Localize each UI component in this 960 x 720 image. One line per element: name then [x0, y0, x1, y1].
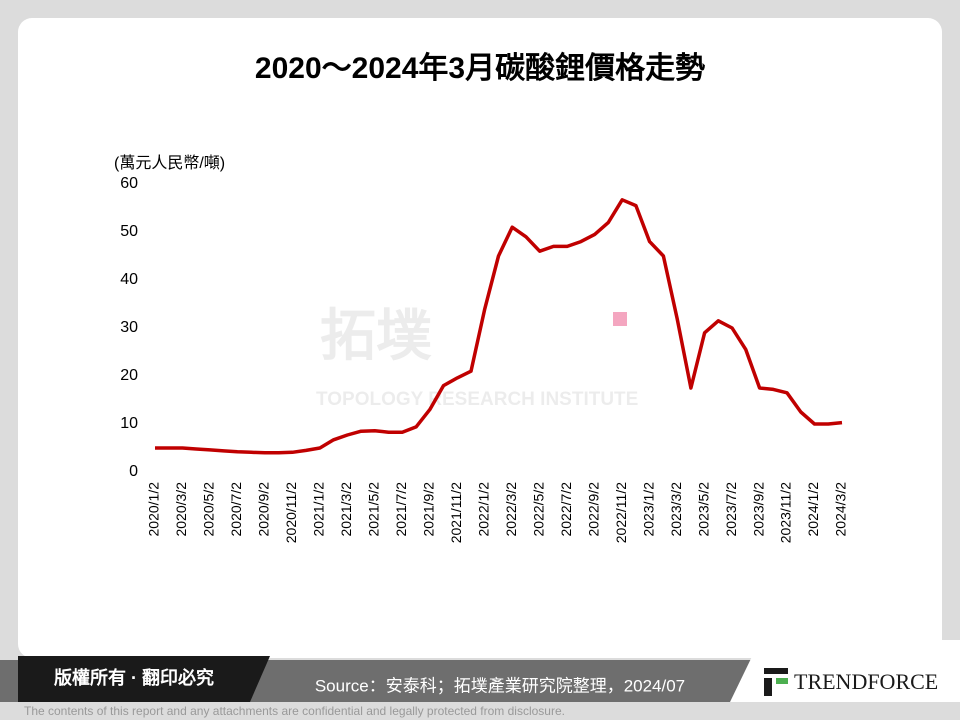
- x-tick-label: 2023/5/2: [695, 482, 711, 537]
- logo-stem: [764, 678, 772, 696]
- y-tick-label: 20: [120, 367, 138, 384]
- x-tick-label: 2020/9/2: [256, 482, 272, 537]
- x-tick-label: 2024/3/2: [833, 482, 849, 537]
- chart-title: 2020～2024年3月碳酸鋰價格走勢: [255, 52, 705, 85]
- disclaimer: The contents of this report and any atta…: [24, 704, 565, 718]
- x-tick-label: 2023/9/2: [750, 482, 766, 537]
- x-tick-label: 2023/3/2: [668, 482, 684, 537]
- x-tick-label: 2020/5/2: [201, 482, 217, 537]
- x-tick-label: 2022/7/2: [558, 482, 574, 537]
- x-tick-label: 2022/9/2: [585, 482, 601, 537]
- y-tick-label: 60: [120, 175, 138, 192]
- copyright-block: [18, 656, 270, 702]
- x-tick-label: 2023/1/2: [640, 482, 656, 537]
- watermark-dot: [613, 312, 627, 326]
- y-axis-label: (萬元人民幣/噸): [114, 154, 225, 172]
- logo-green: [776, 678, 788, 684]
- x-tick-label: 2021/3/2: [338, 482, 354, 537]
- source: Source：安泰科；拓墣產業研究院整理，2024/07: [315, 676, 685, 695]
- watermark-name: 拓墣: [320, 304, 432, 367]
- plot: 0 10 20 30 40 50 60 2020/1/2 2020/3/2 2020/5/2 202…: [120, 175, 849, 543]
- x-tick-label: 2022/11/2: [613, 482, 629, 543]
- x-tick-label: 2021/1/2: [311, 482, 327, 537]
- x-tick-label: 2021/7/2: [393, 482, 409, 537]
- x-tick-label: 2021/11/2: [448, 482, 464, 543]
- x-tick-label: 2022/3/2: [503, 482, 519, 537]
- line: [155, 198, 843, 455]
- x-tick-label: 2021/5/2: [366, 482, 382, 537]
- logo-bar: [764, 668, 788, 674]
- x-tick-label: 2020/3/2: [173, 482, 189, 537]
- y-tick-label: 30: [120, 319, 138, 336]
- x-tick-label: 2021/9/2: [421, 482, 437, 537]
- copyright: 版權所有 · 翻印必究: [54, 667, 214, 688]
- y-tick-label: 0: [129, 463, 138, 480]
- x-tick-label: 2023/11/2: [778, 482, 794, 543]
- x-tick-label: 2023/7/2: [723, 482, 739, 537]
- brand: TRENDFORCE: [794, 669, 938, 694]
- y-tick-label: 10: [120, 415, 138, 432]
- y-tick-label: 40: [120, 271, 138, 288]
- y-tick-label: 50: [120, 223, 138, 240]
- watermark-subtitle: TOPOLOGY RESEARCH INSTITUTE: [316, 389, 638, 410]
- x-tick-label: 2020/7/2: [228, 482, 244, 537]
- x-tick-label: 2022/1/2: [475, 482, 491, 537]
- x-tick-label: 2020/11/2: [283, 482, 299, 543]
- brand-block: [730, 640, 960, 702]
- x-tick-label: 2024/1/2: [805, 482, 821, 537]
- x-tick-label: 2020/1/2: [146, 482, 162, 537]
- x-tick-label: 2022/5/2: [530, 482, 546, 537]
